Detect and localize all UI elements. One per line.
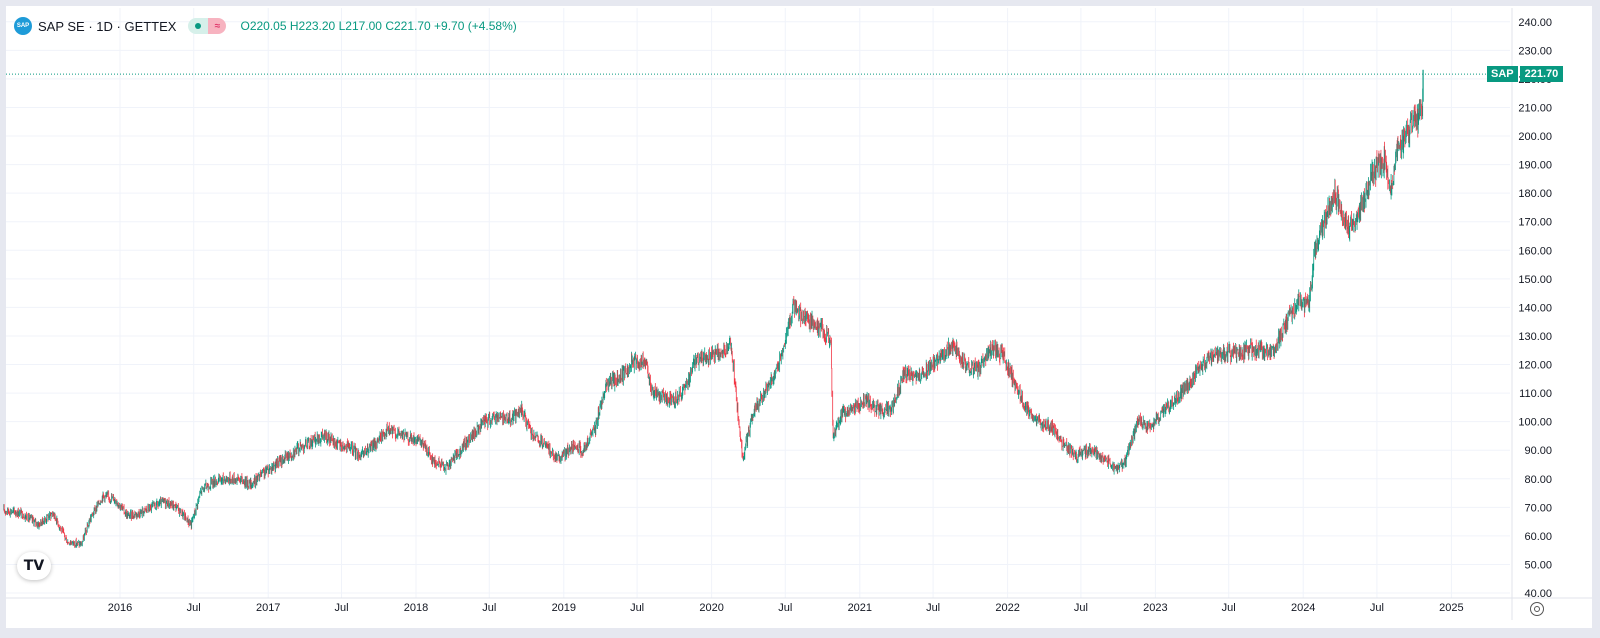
- y-tick-label: 140.00: [1518, 302, 1552, 314]
- close-value: 221.70: [393, 19, 431, 33]
- y-tick-label: 80.00: [1524, 474, 1552, 486]
- y-tick-label: 230.00: [1518, 45, 1552, 57]
- grid: [6, 8, 1592, 620]
- ohlc-values: O220.05 H223.20 L217.00 C221.70 +9.70 (+…: [240, 19, 516, 33]
- tradingview-logo-icon[interactable]: TV: [17, 552, 51, 580]
- x-tick-label: 2018: [404, 602, 428, 614]
- close-label: C: [385, 19, 394, 33]
- x-tick-label: Jul: [778, 602, 792, 614]
- symbol-title[interactable]: SAP SE · 1D · GETTEX: [38, 18, 177, 34]
- y-tick-label: 90.00: [1524, 445, 1552, 457]
- candles: [3, 69, 1424, 549]
- y-tick-label: 150.00: [1518, 274, 1552, 286]
- open-value: 220.05: [249, 19, 287, 33]
- y-tick-label: 40.00: [1524, 588, 1552, 600]
- symbol-legend[interactable]: SAP SAP SE · 1D · GETTEX ≈ O220.05 H223.…: [14, 15, 517, 37]
- y-tick-label: 120.00: [1518, 360, 1552, 372]
- x-tick-label: Jul: [334, 602, 348, 614]
- y-tick-label: 60.00: [1524, 531, 1552, 543]
- y-tick-label: 70.00: [1524, 502, 1552, 514]
- x-tick-label: 2020: [699, 602, 723, 614]
- x-tick-label: Jul: [1222, 602, 1236, 614]
- x-tick-label: Jul: [1074, 602, 1088, 614]
- price-tag-value: 221.70: [1519, 66, 1564, 83]
- x-tick-label: 2022: [995, 602, 1019, 614]
- low-value: 217.00: [345, 19, 382, 33]
- y-tick-label: 170.00: [1518, 217, 1552, 229]
- market-status-pill[interactable]: ≈: [188, 18, 227, 34]
- change-value: +9.70 (+4.58%): [434, 19, 517, 33]
- open-label: O: [240, 19, 250, 33]
- y-tick-label: 200.00: [1518, 131, 1552, 143]
- x-tick-label: 2017: [256, 602, 280, 614]
- x-tick-label: Jul: [926, 602, 940, 614]
- x-tick-label: Jul: [187, 602, 201, 614]
- x-tick-label: 2023: [1143, 602, 1167, 614]
- x-tick-label: Jul: [630, 602, 644, 614]
- last-price-tag: SAP 221.70: [1487, 66, 1564, 83]
- gear-icon[interactable]: [1530, 602, 1544, 616]
- y-tick-label: 110.00: [1519, 388, 1552, 400]
- high-value: 223.20: [298, 19, 336, 33]
- sap-logo-icon: SAP: [14, 17, 32, 35]
- x-tick-label: 2016: [108, 602, 132, 614]
- x-tick-label: 2025: [1439, 602, 1463, 614]
- price-axis[interactable]: 40.00 50.00 60.00 70.00 80.00 90.00 100.00 110.…: [1518, 17, 1552, 600]
- y-tick-label: 210.00: [1518, 102, 1552, 114]
- high-label: H: [289, 19, 299, 33]
- x-tick-label: Jul: [1370, 602, 1384, 614]
- x-tick-label: 2019: [552, 602, 576, 614]
- delayed-data-flag-icon: ≈: [208, 18, 227, 34]
- y-tick-label: 100.00: [1518, 417, 1552, 429]
- y-tick-label: 130.00: [1518, 331, 1552, 343]
- y-tick-label: 240.00: [1518, 17, 1552, 29]
- y-tick-label: 160.00: [1518, 245, 1552, 257]
- time-axis[interactable]: 2016 Jul 2017 Jul 2018 Jul 2019 Jul 2020 Jul 2021 J…: [108, 602, 1464, 614]
- market-open-dot-icon: [188, 18, 209, 34]
- y-tick-label: 50.00: [1524, 559, 1552, 571]
- y-tick-label: 190.00: [1518, 160, 1552, 172]
- low-label: L: [338, 19, 346, 33]
- x-tick-label: 2021: [848, 602, 872, 614]
- price-tag-symbol: SAP: [1487, 66, 1518, 83]
- x-tick-label: Jul: [482, 602, 496, 614]
- x-tick-label: 2024: [1291, 602, 1315, 614]
- y-tick-label: 180.00: [1518, 188, 1552, 200]
